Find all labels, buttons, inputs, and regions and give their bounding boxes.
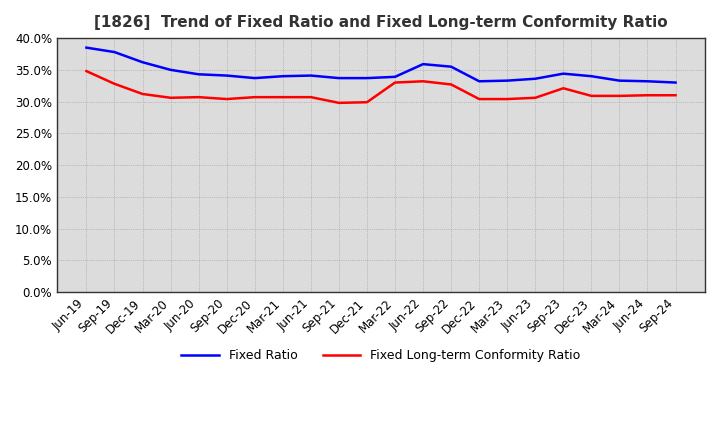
Fixed Long-term Conformity Ratio [643, 92, 652, 98]
Fixed Ratio [419, 62, 428, 67]
Fixed Long-term Conformity Ratio [419, 79, 428, 84]
Fixed Long-term Conformity Ratio [110, 81, 119, 86]
Fixed Long-term Conformity Ratio [82, 69, 91, 74]
Fixed Long-term Conformity Ratio [251, 95, 259, 100]
Fixed Long-term Conformity Ratio [391, 80, 400, 85]
Fixed Long-term Conformity Ratio [615, 93, 624, 99]
Fixed Long-term Conformity Ratio [138, 92, 147, 97]
Fixed Ratio [475, 79, 484, 84]
Fixed Long-term Conformity Ratio [531, 95, 539, 100]
Fixed Ratio [531, 76, 539, 81]
Legend: Fixed Ratio, Fixed Long-term Conformity Ratio: Fixed Ratio, Fixed Long-term Conformity … [176, 344, 585, 367]
Fixed Long-term Conformity Ratio [587, 93, 595, 99]
Fixed Ratio [166, 67, 175, 73]
Fixed Long-term Conformity Ratio [503, 96, 511, 102]
Fixed Ratio [222, 73, 231, 78]
Fixed Ratio [559, 71, 567, 76]
Fixed Ratio [671, 80, 680, 85]
Fixed Long-term Conformity Ratio [307, 95, 315, 100]
Fixed Long-term Conformity Ratio [475, 96, 484, 102]
Fixed Long-term Conformity Ratio [447, 82, 456, 87]
Fixed Ratio [82, 45, 91, 50]
Fixed Ratio [363, 76, 372, 81]
Fixed Long-term Conformity Ratio [559, 86, 567, 91]
Fixed Ratio [503, 78, 511, 83]
Fixed Ratio [110, 49, 119, 55]
Fixed Ratio [194, 72, 203, 77]
Fixed Ratio [138, 59, 147, 65]
Fixed Ratio [615, 78, 624, 83]
Fixed Long-term Conformity Ratio [671, 92, 680, 98]
Fixed Long-term Conformity Ratio [166, 95, 175, 100]
Fixed Long-term Conformity Ratio [363, 99, 372, 105]
Fixed Long-term Conformity Ratio [194, 95, 203, 100]
Line: Fixed Long-term Conformity Ratio: Fixed Long-term Conformity Ratio [86, 71, 675, 103]
Fixed Ratio [587, 73, 595, 79]
Line: Fixed Ratio: Fixed Ratio [86, 48, 675, 83]
Fixed Ratio [279, 73, 287, 79]
Fixed Ratio [251, 76, 259, 81]
Fixed Ratio [307, 73, 315, 78]
Title: [1826]  Trend of Fixed Ratio and Fixed Long-term Conformity Ratio: [1826] Trend of Fixed Ratio and Fixed Lo… [94, 15, 668, 30]
Fixed Ratio [643, 79, 652, 84]
Fixed Ratio [447, 64, 456, 70]
Fixed Long-term Conformity Ratio [222, 96, 231, 102]
Fixed Ratio [391, 74, 400, 80]
Fixed Ratio [335, 76, 343, 81]
Fixed Long-term Conformity Ratio [279, 95, 287, 100]
Fixed Long-term Conformity Ratio [335, 100, 343, 106]
